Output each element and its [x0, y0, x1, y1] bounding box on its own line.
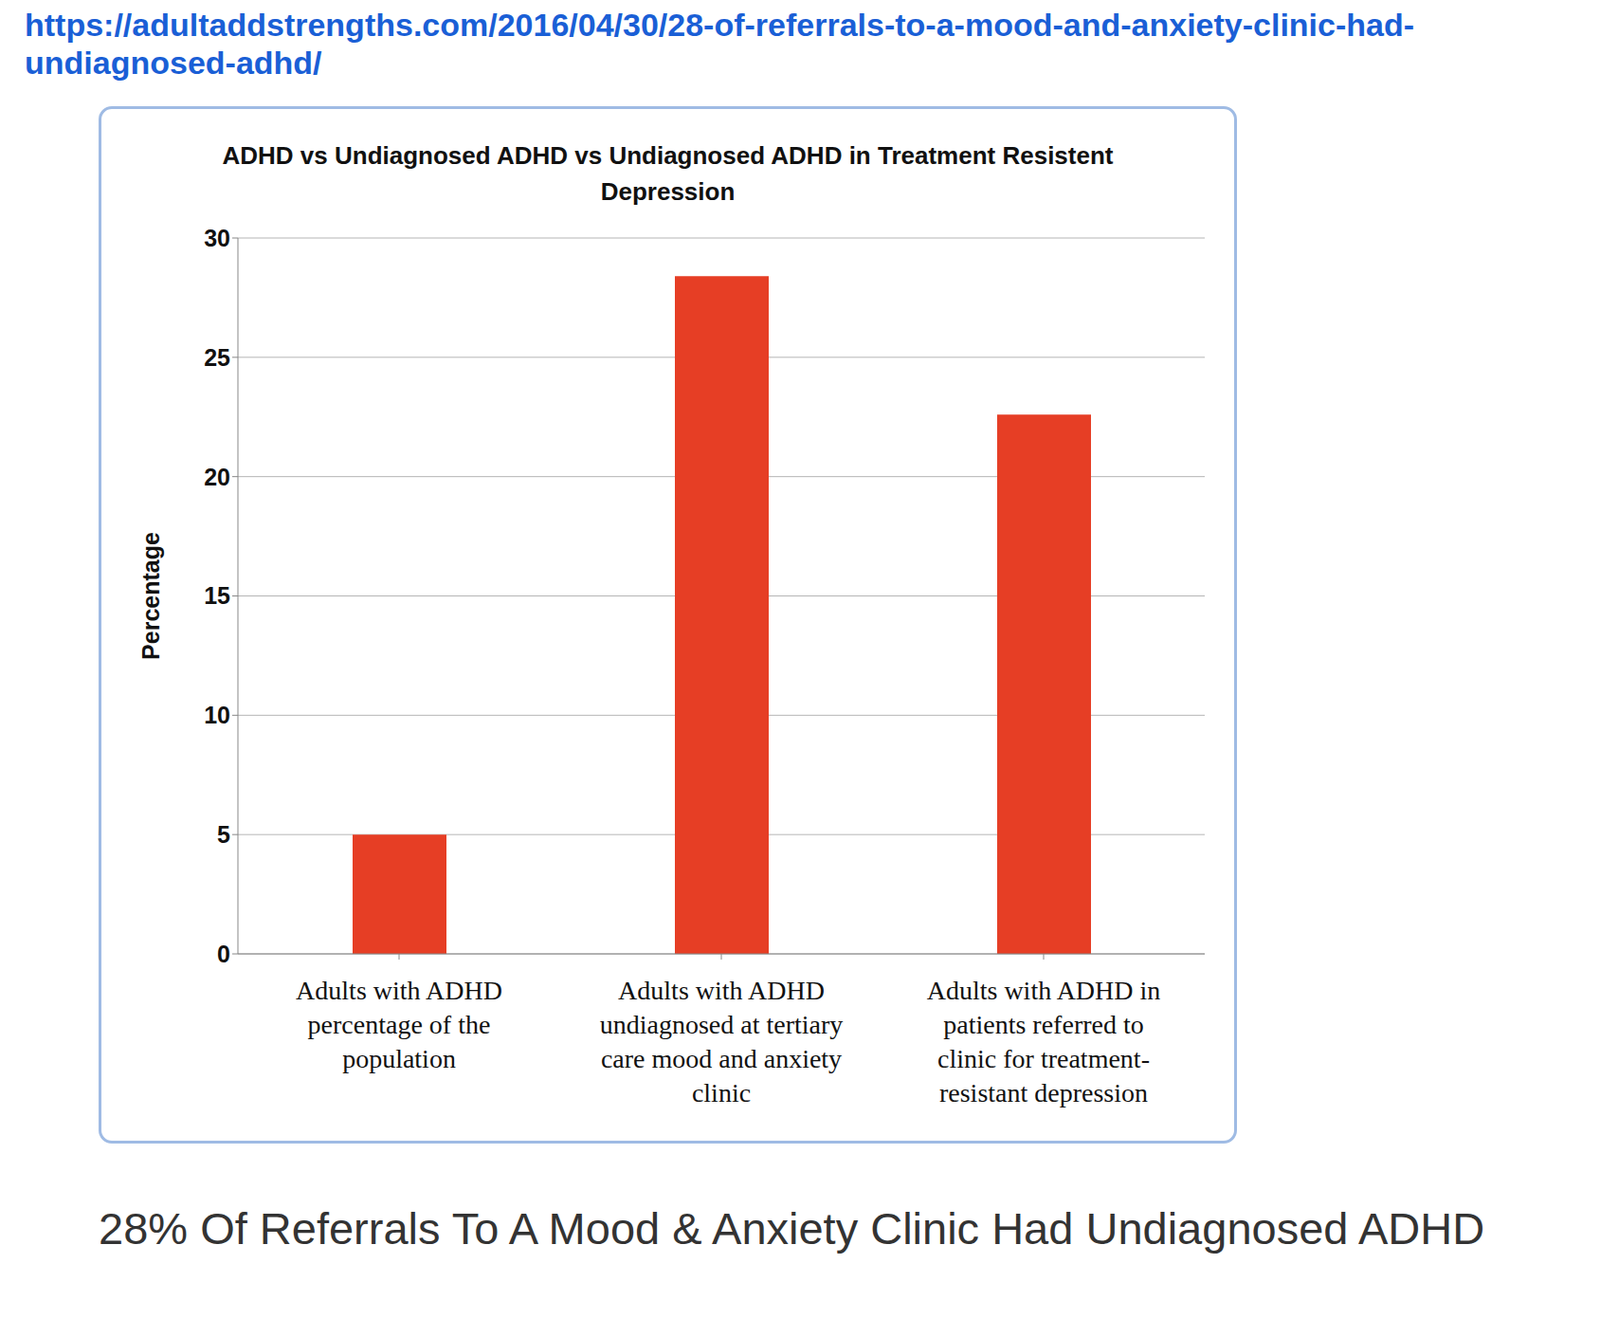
svg-text:Adults with ADHD: Adults with ADHD — [618, 975, 825, 1005]
svg-text:30: 30 — [203, 224, 231, 252]
svg-text:percentage of the: percentage of the — [308, 1009, 491, 1039]
svg-text:resistant depression: resistant depression — [939, 1077, 1148, 1108]
svg-text:10: 10 — [203, 701, 231, 728]
svg-text:Adults with ADHD in: Adults with ADHD in — [927, 975, 1162, 1005]
svg-text:care mood and anxiety: care mood and anxiety — [600, 1043, 842, 1073]
svg-text:Adults with ADHD: Adults with ADHD — [295, 975, 503, 1005]
svg-text:Percentage: Percentage — [137, 531, 164, 660]
svg-text:clinic for treatment-: clinic for treatment- — [937, 1043, 1150, 1073]
html-text:28% Of Referrals To A Mood & A: 28% Of Referrals To A Mood & Anxiety Cli… — [98, 1202, 1485, 1254]
html-text:ADHD vs Undiagnosed ADHD vs Un: ADHD vs Undiagnosed ADHD vs Undiagnosed … — [222, 141, 1114, 206]
svg-text:population: population — [342, 1043, 456, 1073]
svg-text:0: 0 — [217, 940, 231, 967]
svg-text:undiagnosed at tertiary: undiagnosed at tertiary — [600, 1009, 844, 1039]
html-text:https://adultaddstrengths.com/: https://adultaddstrengths.com/2016/04/30… — [24, 6, 1415, 81]
svg-text:25: 25 — [203, 344, 231, 371]
svg-text:5: 5 — [217, 820, 231, 848]
svg-text:patients referred to: patients referred to — [943, 1009, 1144, 1039]
svg-text:clinic: clinic — [691, 1077, 751, 1108]
svg-text:20: 20 — [203, 463, 231, 491]
svg-text:15: 15 — [203, 581, 231, 609]
